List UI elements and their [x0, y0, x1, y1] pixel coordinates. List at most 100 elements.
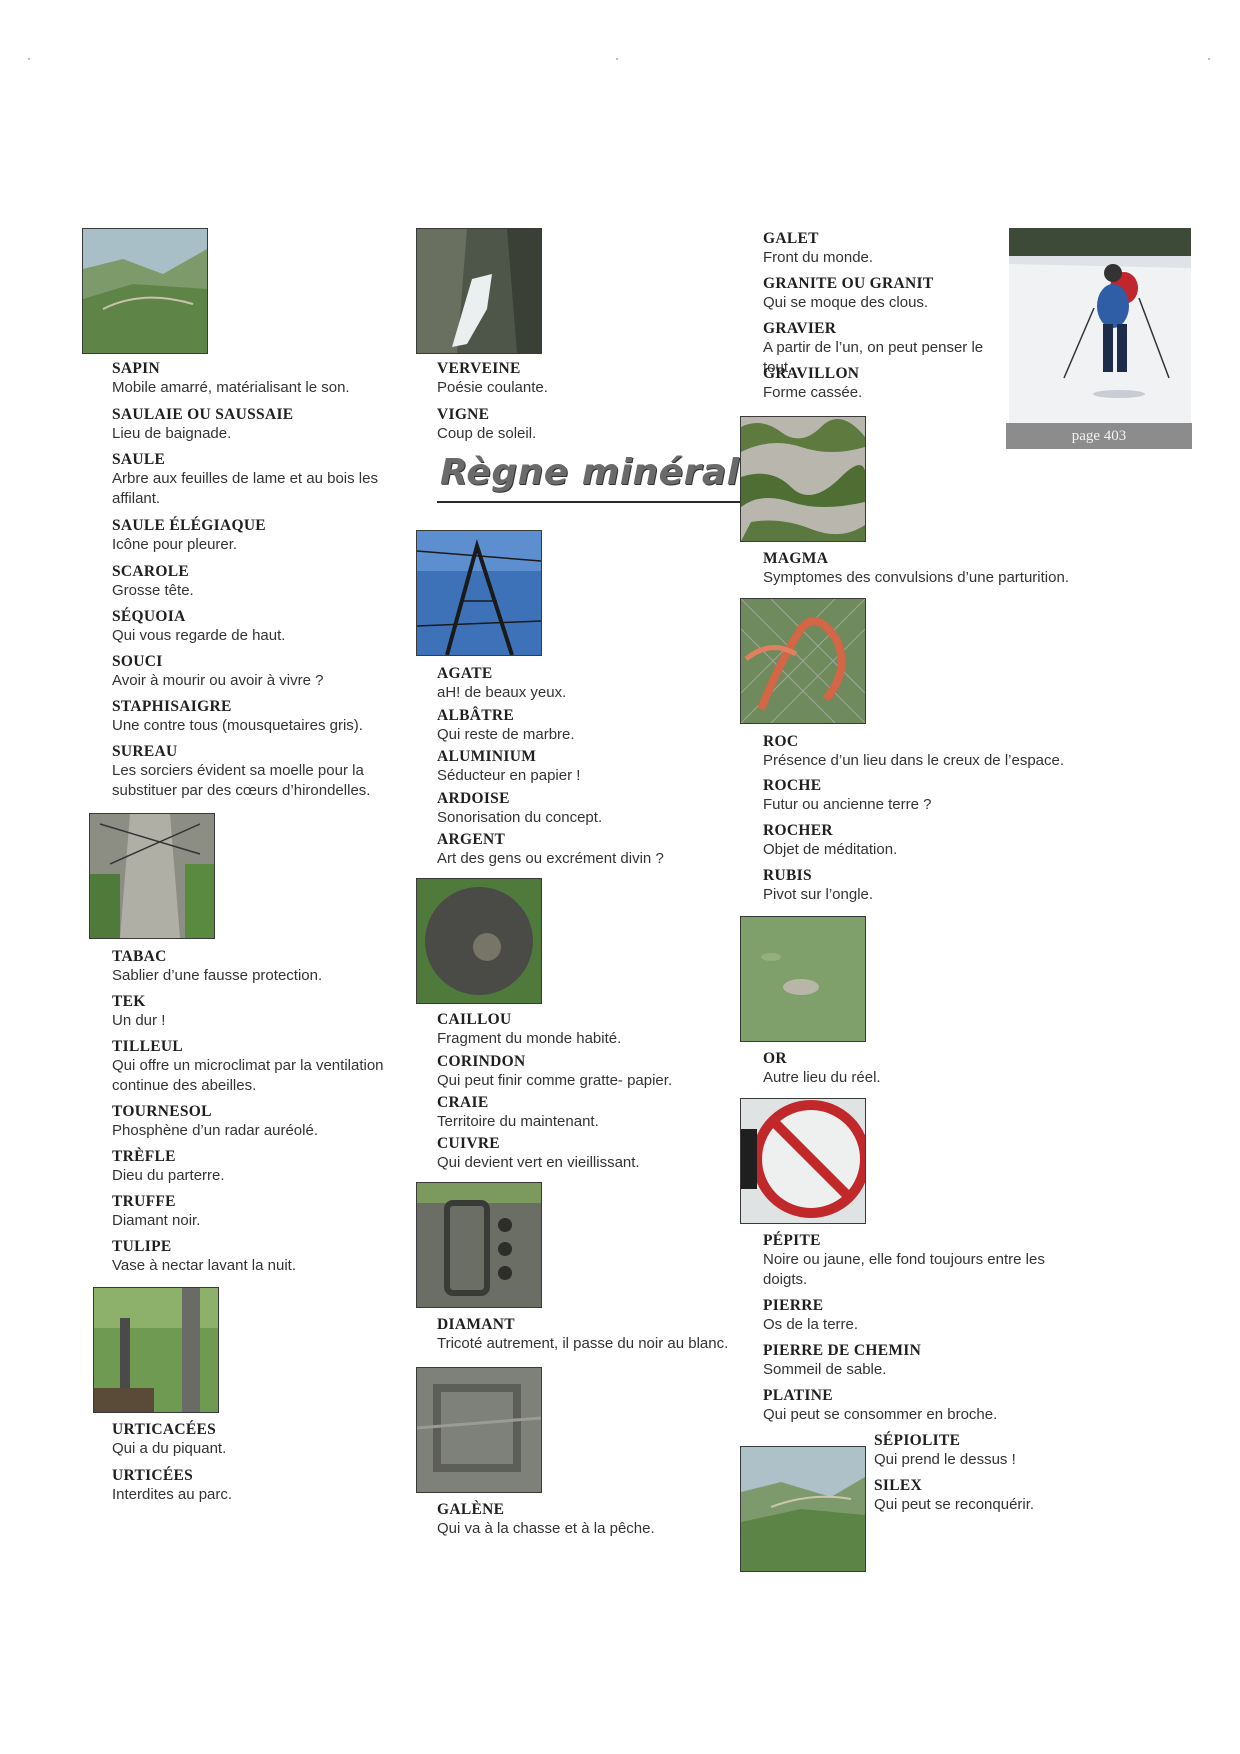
entry-term: MAGMA	[763, 550, 829, 567]
entry-term: GRANITE OU GRANIT	[763, 275, 934, 292]
entry-definition: Dieu du parterre.	[112, 1167, 225, 1184]
glossary-entry: SOUCI Avoir à mourir ou avoir à vivre ?	[112, 652, 402, 691]
entry-definition: Symptomes des convulsions d’une parturit…	[763, 569, 1069, 586]
entry-term: ARGENT	[437, 831, 506, 848]
entry-term: RUBIS	[763, 867, 812, 884]
entry-term: GRAVILLON	[763, 365, 860, 382]
glossary-entry: ARDOISE Sonorisation du concept.	[437, 789, 727, 828]
entry-definition: Sommeil de sable.	[763, 1361, 887, 1378]
entry-term: ALUMINIUM	[437, 748, 537, 765]
section-title-underline	[437, 501, 740, 503]
crop-mark	[1208, 58, 1210, 60]
entry-term: TRUFFE	[112, 1193, 176, 1210]
photo-snowshoe-hikers	[1009, 228, 1191, 424]
entry-definition: Qui peut se reconquérir.	[874, 1496, 1035, 1513]
glossary-entry: VIGNE Coup de soleil.	[437, 405, 727, 444]
entry-definition: Autre lieu du réel.	[763, 1069, 881, 1086]
entry-definition: Séducteur en papier !	[437, 767, 581, 784]
glossary-entry: ARGENT Art des gens ou excrément divin ?	[437, 830, 727, 869]
glossary-entry: ROCHE Futur ou ancienne terre ?	[763, 776, 1083, 815]
glossary-entry: DIAMANT Tricoté autrement, il passe du n…	[437, 1315, 737, 1354]
entry-definition: Qui peut se consommer en broche.	[763, 1406, 998, 1423]
glossary-entry: CAILLOU Fragment du monde habité.	[437, 1010, 727, 1049]
entry-term: SAPIN	[112, 360, 161, 377]
entry-definition: Territoire du maintenant.	[437, 1113, 599, 1130]
entry-term: SCAROLE	[112, 563, 190, 580]
entry-definition: Un dur !	[112, 1012, 166, 1029]
entry-definition: Forme cassée.	[763, 384, 863, 401]
entry-definition: Qui devient vert en vieillissant.	[437, 1154, 640, 1171]
entry-definition: Diamant noir.	[112, 1212, 201, 1229]
entry-definition: Noire ou jaune, elle fond toujours entre…	[763, 1251, 1045, 1288]
glossary-entry: PLATINE Qui peut se consommer en broche.	[763, 1386, 1083, 1425]
glossary-entry: TILLEUL Qui offre un microclimat par la …	[112, 1037, 402, 1096]
entry-definition: Phosphène d’un radar auréolé.	[112, 1122, 318, 1139]
photo-stone-texture	[416, 1367, 542, 1493]
entry-definition: Qui offre un microclimat par la ventilat…	[112, 1057, 384, 1094]
glossary-entry: GRANITE OU GRANIT Qui se moque des clous…	[763, 274, 1013, 313]
entry-term: SÉPIOLITE	[874, 1432, 961, 1449]
entry-term: ROCHER	[763, 822, 833, 839]
entry-definition: Art des gens ou excrément divin ?	[437, 850, 664, 867]
photo-snowy-ravine	[416, 228, 542, 354]
glossary-entry: SUREAU Les sorciers évident sa moelle po…	[112, 742, 402, 801]
entry-definition: Fragment du monde habité.	[437, 1030, 622, 1047]
entry-definition: Pivot sur l’ongle.	[763, 886, 874, 903]
glossary-entry: CRAIE Territoire du maintenant.	[437, 1093, 727, 1132]
entry-term: AGATE	[437, 665, 493, 682]
entry-term: CORINDON	[437, 1053, 526, 1070]
entry-definition: Avoir à mourir ou avoir à vivre ?	[112, 672, 324, 689]
entry-term: GRAVIER	[763, 320, 837, 337]
photo-lichen-rock	[740, 416, 866, 542]
glossary-entry: SCAROLE Grosse tête.	[112, 562, 402, 601]
photo-power-pylon	[416, 530, 542, 656]
entry-term: PÉPITE	[763, 1232, 821, 1249]
entry-definition: Une contre tous (mousquetaires gris).	[112, 717, 363, 734]
entry-term: STAPHISAIGRE	[112, 698, 232, 715]
crop-mark	[28, 58, 30, 60]
photo-prohibition-sign	[740, 1098, 866, 1224]
glossary-entry: PÉPITE Noire ou jaune, elle fond toujour…	[763, 1231, 1063, 1290]
entry-term: CUIVRE	[437, 1135, 500, 1152]
glossary-entry: SAULAIE OU SAUSSAIE Lieu de baignade.	[112, 405, 402, 444]
entry-term: PIERRE	[763, 1297, 824, 1314]
glossary-entry: STAPHISAIGRE Une contre tous (mousquetai…	[112, 697, 402, 736]
photo-stone-path	[89, 813, 215, 939]
entry-definition: Qui se moque des clous.	[763, 294, 929, 311]
glossary-entry: AGATE aH! de beaux yeux.	[437, 664, 727, 703]
entry-definition: Sablier d’une fausse protection.	[112, 967, 323, 984]
entry-term: SAULAIE OU SAUSSAIE	[112, 406, 294, 423]
entry-definition: Qui va à la chasse et à la pêche.	[437, 1520, 655, 1537]
entry-definition: Qui vous regarde de haut.	[112, 627, 286, 644]
entry-definition: Qui prend le dessus !	[874, 1451, 1016, 1468]
entry-definition: Sonorisation du concept.	[437, 809, 603, 826]
glossary-entry: RUBIS Pivot sur l’ongle.	[763, 866, 1083, 905]
photo-fence-ribbon	[740, 598, 866, 724]
entry-definition: A partir de l’un, on peut penser le tout…	[763, 339, 984, 376]
photo-post-in-grass	[93, 1287, 219, 1413]
entry-term: PLATINE	[763, 1387, 833, 1404]
glossary-entry: TABAC Sablier d’une fausse protection.	[112, 947, 402, 986]
entry-term: ROC	[763, 733, 799, 750]
entry-term: TABAC	[112, 948, 167, 965]
entry-term: CRAIE	[437, 1094, 489, 1111]
entry-term: ROCHE	[763, 777, 822, 794]
glossary-entry: GALET Front du monde.	[763, 229, 1013, 268]
entry-term: SÉQUOIA	[112, 608, 186, 625]
glossary-entry: ALUMINIUM Séducteur en papier !	[437, 747, 727, 786]
entry-definition: Lieu de baignade.	[112, 425, 232, 442]
entry-term: OR	[763, 1050, 787, 1067]
glossary-entry: SILEX Qui peut se reconquérir.	[874, 1476, 1134, 1515]
glossary-entry: ALBÂTRE Qui reste de marbre.	[437, 706, 727, 745]
entry-definition: Coup de soleil.	[437, 425, 537, 442]
glossary-entry: CUIVRE Qui devient vert en vieillissant.	[437, 1134, 727, 1173]
glossary-entry: SÉPIOLITE Qui prend le dessus !	[874, 1431, 1134, 1470]
entry-term: TULIPE	[112, 1238, 172, 1255]
entry-term: TILLEUL	[112, 1038, 184, 1055]
entry-term: ARDOISE	[437, 790, 510, 807]
crop-mark	[616, 58, 618, 60]
glossary-entry: ROCHER Objet de méditation.	[763, 821, 1083, 860]
entry-term: SOUCI	[112, 653, 163, 670]
section-title: Règne minéral	[440, 452, 740, 493]
entry-definition: aH! de beaux yeux.	[437, 684, 567, 701]
